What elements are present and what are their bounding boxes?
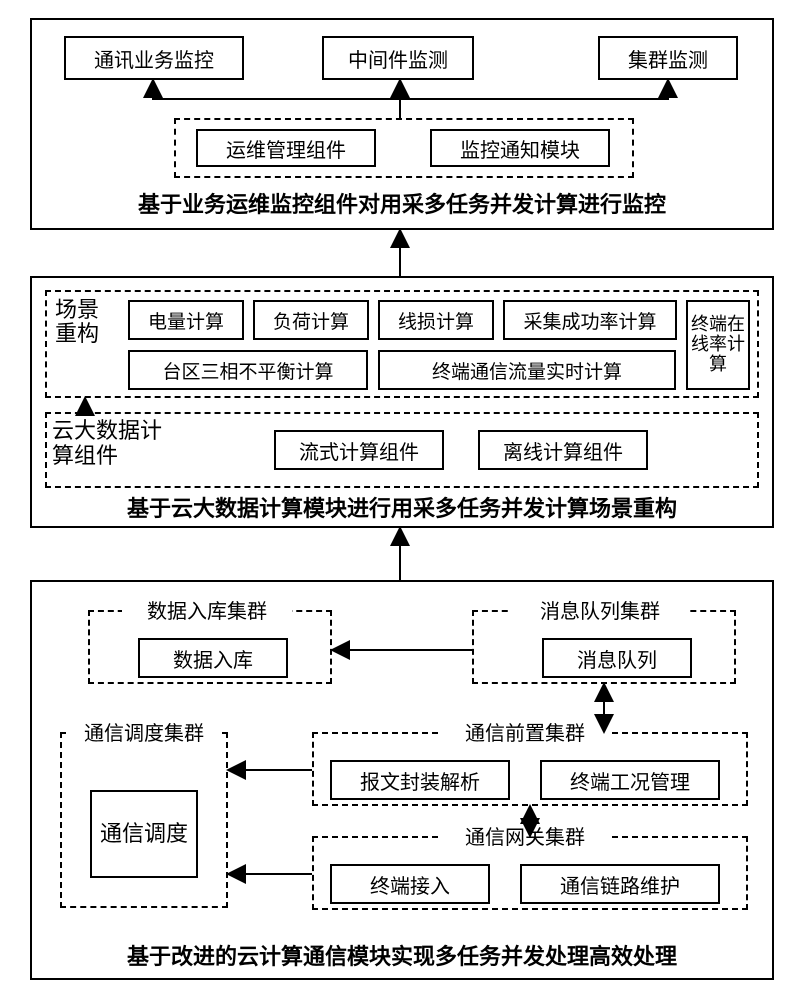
node-success-calc: 采集成功率计算 <box>503 300 677 340</box>
node-notify-module: 监控通知模块 <box>430 129 610 167</box>
label-cluster-mq: 消息队列集群 <box>510 600 690 624</box>
node-ops-component: 运维管理组件 <box>196 129 376 167</box>
node-sched: 通信调度 <box>90 790 198 878</box>
label-cluster-gateway: 通信网关集群 <box>440 826 610 850</box>
node-parse: 报文封装解析 <box>330 760 510 800</box>
label-cluster-data-in: 数据入库集群 <box>122 600 292 624</box>
node-lineloss-calc: 线损计算 <box>378 300 494 340</box>
node-unbalance-calc: 台区三相不平衡计算 <box>128 350 368 390</box>
label-cluster-front: 通信前置集群 <box>440 722 610 746</box>
node-load-calc: 负荷计算 <box>253 300 369 340</box>
node-link-maint: 通信链路维护 <box>520 864 720 904</box>
node-cluster-monitor: 集群监测 <box>598 36 738 80</box>
node-comm-monitor: 通讯业务监控 <box>64 36 244 80</box>
title-middle: 基于云大数据计算模块进行用采多任务并发计算场景重构 <box>60 496 744 522</box>
node-data-in: 数据入库 <box>138 638 288 678</box>
node-term-access: 终端接入 <box>330 864 490 904</box>
title-bottom: 基于改进的云计算通信模块实现多任务并发处理高效处理 <box>60 944 744 970</box>
node-middleware-monitor: 中间件监测 <box>322 36 474 80</box>
node-offline-comp: 离线计算组件 <box>478 430 648 470</box>
label-cluster-sched: 通信调度集群 <box>68 722 220 746</box>
node-stream-comp: 流式计算组件 <box>274 430 444 470</box>
node-power-calc: 电量计算 <box>128 300 244 340</box>
node-online-calc: 终端在线率计算 <box>686 300 750 390</box>
label-cloud: 云大数据计算组件 <box>52 418 172 469</box>
title-top: 基于业务运维监控组件对用采多任务并发计算进行监控 <box>60 192 744 218</box>
label-scene: 场景重构 <box>52 298 102 346</box>
node-mq: 消息队列 <box>542 638 692 678</box>
node-term-mgmt: 终端工况管理 <box>540 760 720 800</box>
node-traffic-calc: 终端通信流量实时计算 <box>378 350 676 390</box>
